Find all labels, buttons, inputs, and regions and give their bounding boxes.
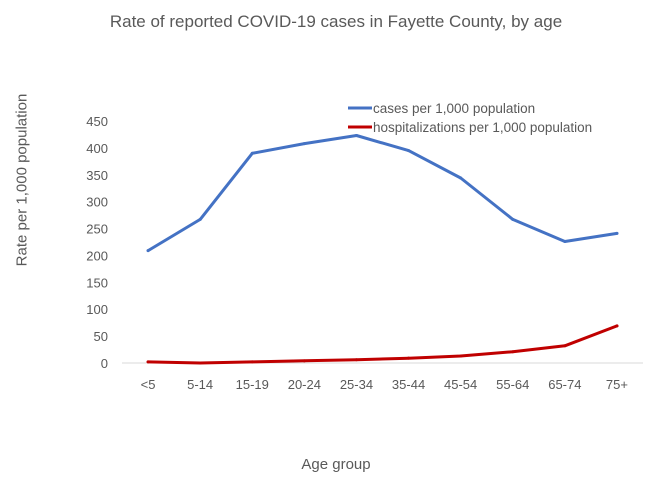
y-tick-label: 450 — [86, 114, 108, 129]
y-tick-label: 50 — [94, 329, 108, 344]
data-point — [354, 358, 358, 362]
data-point — [563, 344, 567, 348]
data-point — [407, 356, 411, 360]
x-tick-label: <5 — [141, 377, 156, 392]
x-tick-label: 65-74 — [548, 377, 581, 392]
data-point — [354, 134, 358, 138]
data-point — [146, 360, 150, 364]
y-tick-label: 100 — [86, 302, 108, 317]
y-tick-label: 250 — [86, 222, 108, 237]
chart-title: Rate of reported COVID-19 cases in Fayet… — [109, 12, 563, 31]
series-line-1 — [146, 134, 619, 253]
data-point — [459, 354, 463, 358]
data-point — [302, 142, 306, 146]
y-tick-label: 350 — [86, 168, 108, 183]
legend-label: hospitalizations per 1,000 population — [373, 120, 592, 135]
legend-label: cases per 1,000 population — [373, 101, 535, 116]
data-point — [511, 217, 515, 221]
series-line-2 — [146, 324, 619, 365]
data-point — [459, 176, 463, 180]
y-tick-label: 300 — [86, 195, 108, 210]
x-tick-label: 55-64 — [496, 377, 529, 392]
data-point — [615, 231, 619, 235]
data-point — [146, 249, 150, 253]
data-point — [250, 360, 254, 364]
x-tick-label: 5-14 — [187, 377, 213, 392]
data-point — [198, 217, 202, 221]
x-tick-label: 45-54 — [444, 377, 477, 392]
y-tick-label: 150 — [86, 275, 108, 290]
x-tick-label: 20-24 — [288, 377, 321, 392]
x-tick-label: 75+ — [606, 377, 628, 392]
x-tick-label: 25-34 — [340, 377, 373, 392]
data-point — [302, 359, 306, 363]
data-point — [511, 350, 515, 354]
data-point — [563, 239, 567, 243]
data-point — [407, 149, 411, 153]
y-tick-label: 200 — [86, 248, 108, 263]
x-axis-label: Age group — [301, 456, 371, 473]
x-tick-label: 15-19 — [236, 377, 269, 392]
x-tick-label: 35-44 — [392, 377, 425, 392]
data-point — [198, 361, 202, 365]
y-tick-label: 0 — [101, 356, 108, 371]
data-point — [615, 324, 619, 328]
y-tick-label: 400 — [86, 141, 108, 156]
data-point — [250, 151, 254, 155]
